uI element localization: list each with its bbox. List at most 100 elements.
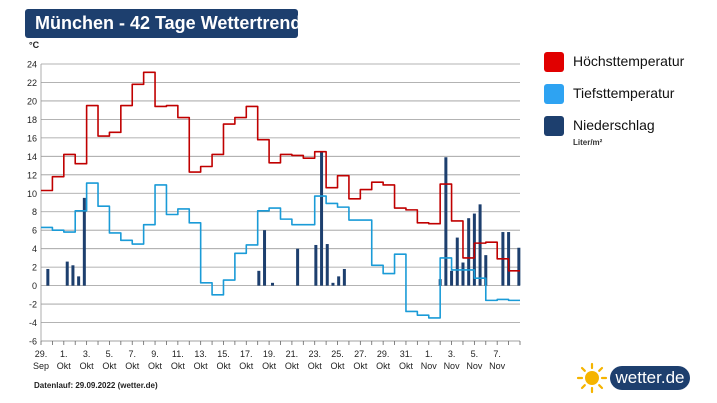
x-tick-day-7: 13. <box>194 349 207 359</box>
x-tick-month-11: Okt <box>285 361 300 371</box>
y-tick-label-7: 8 <box>32 207 37 217</box>
y-tick-label-15: 24 <box>27 60 37 70</box>
x-tick-month-8: Okt <box>216 361 231 371</box>
x-tick-month-18: Nov <box>444 361 461 371</box>
precip-bar-22 <box>478 204 482 286</box>
x-tick-day-14: 27. <box>354 349 367 359</box>
precip-bar-17 <box>450 270 454 286</box>
legend-label-low: Tiefsttemperatur <box>573 85 675 101</box>
x-tick-day-4: 7. <box>128 349 136 359</box>
y-tick-label-6: 6 <box>32 226 37 236</box>
precip-bar-3 <box>77 276 81 286</box>
x-tick-day-3: 5. <box>106 349 114 359</box>
x-tick-day-13: 25. <box>331 349 344 359</box>
x-tick-month-17: Nov <box>421 361 438 371</box>
precip-bar-19 <box>461 262 465 286</box>
x-tick-month-7: Okt <box>194 361 209 371</box>
y-tick-label-12: 18 <box>27 115 37 125</box>
x-tick-day-9: 17. <box>240 349 253 359</box>
x-tick-day-16: 31. <box>400 349 413 359</box>
x-tick-day-17: 1. <box>425 349 433 359</box>
x-tick-day-6: 11. <box>172 349 184 359</box>
precip-bar-4 <box>82 197 86 286</box>
precip-bar-11 <box>325 244 329 286</box>
x-tick-month-2: Okt <box>80 361 95 371</box>
precip-bar-8 <box>296 248 300 286</box>
x-tick-month-15: Okt <box>376 361 391 371</box>
x-tick-month-9: Okt <box>239 361 254 371</box>
precip-bar-16 <box>444 157 448 286</box>
x-tick-day-11: 21. <box>286 349 299 359</box>
precip-bar-7 <box>271 282 275 286</box>
x-tick-day-1: 1. <box>60 349 68 359</box>
x-tick-month-14: Okt <box>353 361 368 371</box>
x-tick-month-6: Okt <box>171 361 186 371</box>
x-tick-month-16: Okt <box>399 361 414 371</box>
x-tick-marks <box>40 341 521 345</box>
precip-bar-0 <box>46 268 50 286</box>
x-tick-day-12: 23. <box>308 349 321 359</box>
legend-item-precip: Niederschlag Liter/m² <box>544 116 714 148</box>
x-tick-day-10: 19. <box>263 349 276 359</box>
precip-bar-1 <box>65 261 69 286</box>
data-run-note: Datenlauf: 29.09.2022 (wetter.de) <box>34 381 158 390</box>
precip-bar-9 <box>314 244 318 286</box>
x-tick-month-10: Okt <box>262 361 277 371</box>
y-tick-label-1: -4 <box>29 318 37 328</box>
legend-item-high: Höchsttemperatur <box>544 52 714 84</box>
y-tick-label-10: 14 <box>27 152 37 162</box>
precip-bar-20 <box>467 218 471 286</box>
y-tick-label-14: 22 <box>27 78 37 88</box>
legend-item-low: Tiefsttemperatur <box>544 84 714 116</box>
precip-bar-6 <box>263 230 267 286</box>
y-axis-unit: °C <box>29 40 40 50</box>
legend-label-high: Höchsttemperatur <box>573 53 685 69</box>
navy-square-icon <box>544 116 564 136</box>
precip-bar-10 <box>320 151 324 286</box>
x-tick-month-5: Okt <box>148 361 163 371</box>
high-temp-line <box>41 71 520 272</box>
x-tick-month-12: Okt <box>308 361 323 371</box>
precip-bar-12 <box>331 282 335 286</box>
x-tick-month-19: Nov <box>466 361 483 371</box>
y-tick-label-11: 16 <box>27 133 37 143</box>
x-tick-month-20: Nov <box>489 361 506 371</box>
x-tick-day-19: 5. <box>471 349 479 359</box>
precip-bar-13 <box>337 276 341 286</box>
y-tick-label-5: 4 <box>32 244 37 254</box>
x-tick-day-20: 7. <box>493 349 501 359</box>
legend-label-precip: Niederschlag <box>573 117 655 133</box>
brand-name: wetter.de <box>610 366 690 390</box>
x-tick-month-1: Okt <box>57 361 72 371</box>
temperature-lines <box>41 71 520 319</box>
precip-bar-2 <box>71 265 75 286</box>
legend: Höchsttemperatur Tiefsttemperatur Nieder… <box>544 52 714 148</box>
y-tick-label-13: 20 <box>27 96 37 106</box>
x-tick-day-15: 29. <box>377 349 390 359</box>
precip-bar-23 <box>484 255 488 286</box>
y-tick-label-9: 12 <box>27 170 37 180</box>
precip-bar-5 <box>257 270 261 286</box>
y-tick-label-2: -2 <box>29 300 37 310</box>
x-tick-day-5: 9. <box>151 349 159 359</box>
y-tick-label-0: -6 <box>29 337 37 347</box>
chart-title: München - 42 Tage Wettertrend <box>25 9 301 38</box>
x-tick-month-13: Okt <box>331 361 346 371</box>
y-tick-label-4: 2 <box>32 263 37 273</box>
precip-bar-26 <box>517 247 521 286</box>
x-tick-labels: 29. Sep 1. Okt 3. Okt 5. Okt 7. Okt 9. Okt 11. Okt 13.… <box>33 349 506 371</box>
brand-logo[interactable]: wetter.de <box>576 362 692 394</box>
low-temp-line <box>41 182 520 319</box>
grid-lines <box>40 63 520 342</box>
precip-unit: Liter/m² <box>573 138 603 147</box>
y-tick-label-8: 10 <box>27 189 37 199</box>
red-square-icon <box>544 52 564 72</box>
x-tick-day-0: 29. <box>35 349 48 359</box>
x-tick-month-3: Okt <box>102 361 117 371</box>
precip-bar-18 <box>455 237 459 286</box>
precip-bar-14 <box>342 268 346 286</box>
x-tick-day-2: 3. <box>83 349 91 359</box>
x-tick-day-8: 15. <box>217 349 230 359</box>
